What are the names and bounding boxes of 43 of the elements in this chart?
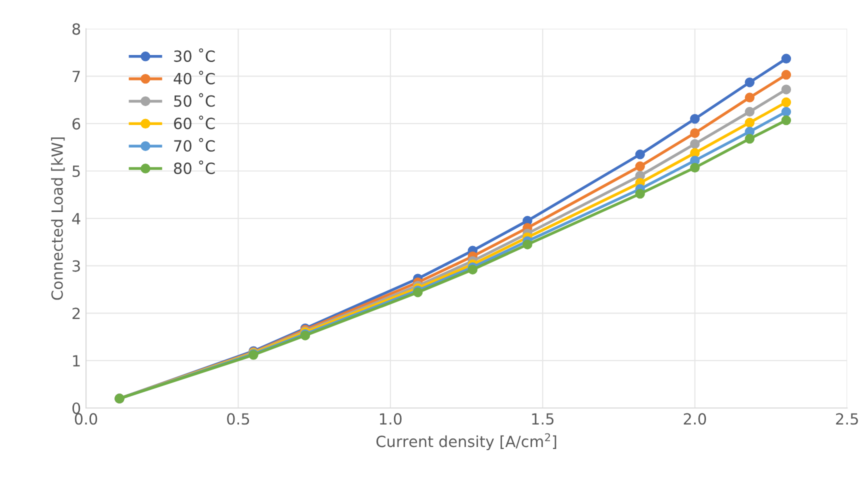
- legend-label: 50 ˚C: [174, 93, 215, 107]
- legend-label: 60 ˚C: [174, 116, 215, 130]
- point: [781, 106, 792, 117]
- point: [690, 114, 700, 124]
- y-tick-label: 6: [72, 118, 80, 130]
- x-tick-label: 0.5: [227, 413, 250, 425]
- legend-label: 80 ˚C: [174, 160, 215, 174]
- point: [744, 134, 755, 144]
- legend-label: 40 ˚C: [174, 70, 215, 84]
- point: [744, 106, 755, 117]
- legend-label: 70 ˚C: [174, 138, 215, 152]
- y-axis-title: Connected Load [kW]: [51, 137, 65, 300]
- point: [781, 115, 792, 126]
- point: [744, 78, 755, 88]
- point: [635, 188, 645, 199]
- y-tick-label: 7: [72, 70, 80, 82]
- y-tick-label: 5: [72, 166, 80, 178]
- point: [635, 150, 645, 160]
- x-axis-title: Current density [A/cm$^{2}$]: [376, 433, 556, 450]
- point: [522, 240, 532, 250]
- point: [744, 92, 755, 102]
- point: [781, 54, 792, 64]
- point: [690, 128, 700, 138]
- y-tick-label: 8: [72, 23, 80, 35]
- point: [690, 139, 700, 149]
- y-tick-label: 4: [72, 213, 80, 224]
- x-tick-label: 2.0: [684, 413, 706, 425]
- point: [781, 97, 792, 108]
- x-tick-label: 2.5: [836, 413, 858, 425]
- point: [781, 84, 792, 94]
- point: [468, 264, 478, 274]
- x-tick-label: 1.5: [532, 413, 554, 425]
- x-tick-label: 1.0: [380, 413, 402, 425]
- point: [635, 161, 645, 172]
- y-tick-label: 1: [73, 355, 80, 366]
- y-tick-label: 2: [72, 308, 80, 320]
- legend-label: 30 ˚C: [174, 48, 215, 62]
- point: [690, 162, 700, 173]
- point: [744, 118, 755, 128]
- y-tick-label: 0: [72, 402, 80, 414]
- y-tick-label: 3: [72, 260, 80, 272]
- x-tick-label: 0.0: [74, 413, 98, 425]
- point: [781, 70, 792, 80]
